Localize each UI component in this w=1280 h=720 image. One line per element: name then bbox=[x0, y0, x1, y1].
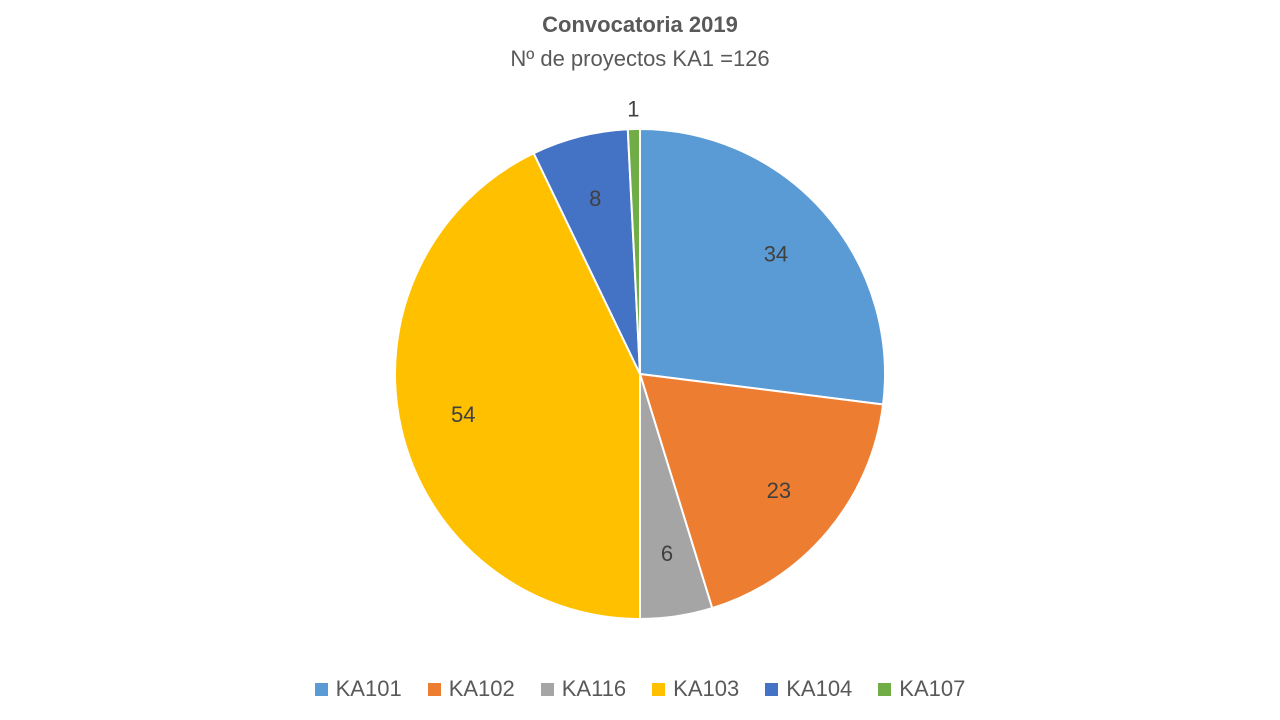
legend-item-ka104: KA104 bbox=[765, 676, 852, 702]
data-label-ka104: 8 bbox=[589, 186, 601, 211]
chart-title: Convocatoria 2019 bbox=[542, 12, 738, 37]
pie-slice-ka101 bbox=[639, 127, 886, 406]
legend-item-ka107: KA107 bbox=[878, 676, 965, 702]
data-label-ka103: 54 bbox=[451, 402, 475, 427]
legend-label: KA107 bbox=[899, 676, 966, 701]
data-label-ka107: 1 bbox=[627, 97, 639, 122]
legend-label: KA102 bbox=[448, 676, 515, 701]
legend-item-ka116: KA116 bbox=[540, 676, 627, 702]
pie-slice-ka102 bbox=[638, 372, 885, 610]
legend-item-ka102: KA102 bbox=[427, 676, 515, 702]
legend-swatch bbox=[652, 682, 666, 696]
pie-slice-ka107 bbox=[626, 127, 641, 375]
data-label-ka101: 34 bbox=[764, 242, 788, 267]
legend-swatch bbox=[765, 682, 779, 696]
legend-swatch bbox=[427, 682, 441, 696]
pie-slice-ka103 bbox=[394, 151, 641, 621]
legend-swatch bbox=[540, 682, 554, 696]
legend-label: KA116 bbox=[561, 676, 627, 701]
legend-swatch bbox=[314, 682, 328, 696]
legend-item-ka101: KA101 bbox=[314, 676, 402, 702]
legend-label: KA104 bbox=[786, 676, 853, 701]
legend-label: KA103 bbox=[673, 676, 740, 701]
data-label-ka102: 23 bbox=[767, 478, 791, 503]
legend-swatch bbox=[878, 682, 892, 696]
legend-item-ka103: KA103 bbox=[652, 676, 739, 702]
chart-subtitle: Nº de proyectos KA1 =126 bbox=[510, 46, 770, 71]
legend-label: KA101 bbox=[335, 676, 402, 701]
data-label-ka116: 6 bbox=[661, 541, 673, 566]
chart-legend: KA101 KA102 KA116 KA103 KA104 KA107 bbox=[0, 676, 1280, 702]
